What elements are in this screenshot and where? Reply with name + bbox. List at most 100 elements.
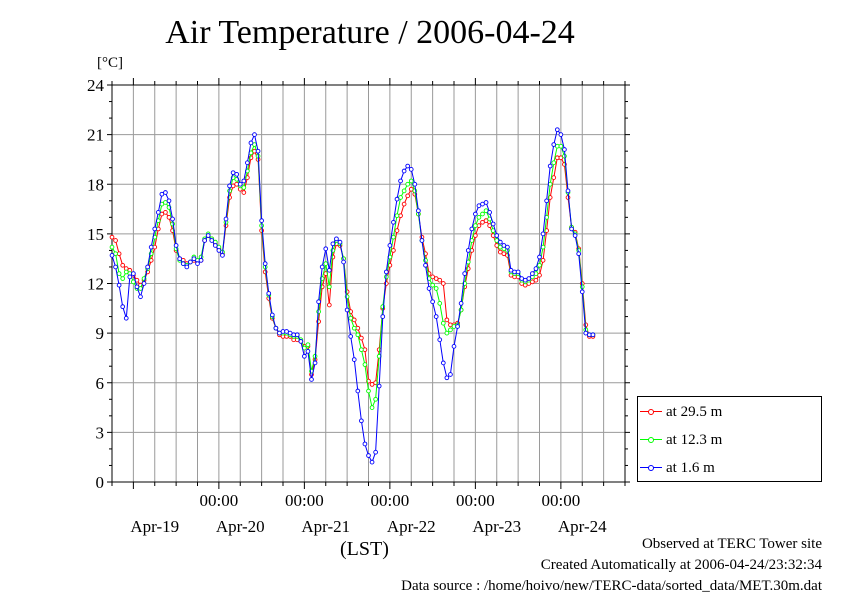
data-point [405,193,411,199]
data-point [205,233,211,238]
data-point [579,289,585,295]
data-point [131,279,136,285]
data-point [572,233,578,238]
y-axis-ticks: 0 3 6 9 12 15 18 21 24 [87,76,630,492]
data-point [387,243,393,248]
x-date-label: Apr-24 [558,517,607,536]
data-point [198,257,204,263]
chart-grid [112,85,625,482]
data-point [444,317,450,323]
data-point [391,234,396,240]
data-point [323,261,329,266]
data-point [316,299,321,305]
y-tick-label: 6 [96,374,105,393]
x-date-label: Apr-19 [130,517,179,536]
data-point [551,160,557,166]
data-point [234,171,240,177]
x-axis-ticks: 00:00 00:00 00:00 00:00 00:00 Apr-19 Apr-20 Apr… [111,78,626,536]
data-point [391,248,396,253]
data-point [537,262,542,268]
data-point [326,267,332,273]
data-point [483,200,489,205]
data-point [305,348,311,354]
data-point [180,261,186,266]
y-tick-label: 18 [87,175,104,194]
data-point [141,281,147,286]
data-point [426,286,432,291]
data-point [109,244,115,250]
data-point [473,211,478,217]
data-point [430,299,435,305]
data-point [401,168,407,174]
data-point [123,315,129,321]
data-point [191,256,197,262]
data-point [241,190,247,195]
data-point [565,188,571,194]
data-point [490,221,496,227]
data-point [448,372,453,377]
data-point [134,284,140,290]
data-point [351,357,357,362]
data-point [220,253,225,258]
data-point [540,257,546,263]
series-1 [109,142,596,410]
data-point [430,282,435,288]
data-point [330,241,336,247]
y-tick-label: 3 [96,423,105,442]
data-point [408,178,414,184]
y-tick-label: 12 [87,275,104,294]
data-point [326,302,332,308]
x-date-label: Apr-20 [216,517,265,536]
data-point [451,344,457,349]
data-point [394,196,400,202]
data-point [526,276,532,281]
x-tick-label: 00:00 [371,491,410,510]
data-point [373,396,378,402]
legend-label: at 1.6 m [666,459,715,476]
data-point [195,261,200,266]
y-tick-label: 15 [87,225,104,244]
data-point [551,142,557,147]
data-point [305,342,311,348]
data-point [341,259,346,265]
legend-label: at 12.3 m [666,431,723,448]
data-point [362,441,368,447]
data-point [547,163,553,169]
data-point [326,284,332,290]
legend-swatch-red [640,407,662,417]
data-point [394,228,400,233]
data-point [416,208,421,214]
data-point [312,360,318,366]
data-point [366,388,371,394]
data-point [576,251,582,257]
data-point [448,327,453,333]
data-point [401,201,407,207]
data-point [323,246,329,252]
data-point [530,271,535,276]
data-point [113,264,118,270]
data-point [245,160,250,166]
data-point [369,459,375,465]
data-point [544,198,549,204]
data-point [116,282,122,288]
data-point [437,277,443,283]
x-tick-label: 00:00 [456,491,495,510]
data-point [120,262,126,268]
data-point [433,286,439,291]
x-date-label: Apr-22 [387,517,436,536]
data-point [237,181,243,187]
data-point [212,243,218,248]
data-point [540,231,546,237]
data-point [362,362,368,367]
data-point [476,214,482,220]
data-point [241,178,247,184]
data-point [473,223,478,228]
data-point [440,360,446,366]
data-point [376,383,382,389]
y-tick-label: 24 [87,76,105,95]
data-point [259,218,264,223]
data-point [109,253,115,258]
data-point [302,353,307,359]
data-point [127,274,133,280]
data-point [120,304,126,310]
